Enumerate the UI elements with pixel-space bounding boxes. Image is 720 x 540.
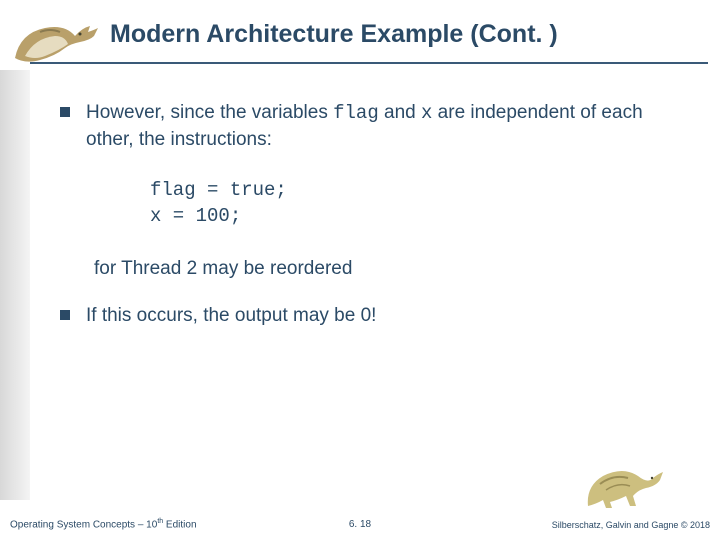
dinosaur-footer-icon xyxy=(578,456,668,516)
footer-page-number: 6. 18 xyxy=(349,519,371,530)
left-sidebar xyxy=(0,70,30,500)
bullet-item: However, since the variables flag and x … xyxy=(60,100,690,152)
continuation-text: for Thread 2 may be reordered xyxy=(94,256,690,282)
slide-title: Modern Architecture Example (Cont. ) xyxy=(110,20,558,49)
slide-footer: Operating System Concepts – 10th Edition… xyxy=(0,510,720,530)
slide-content: However, since the variables flag and x … xyxy=(60,100,690,341)
bullet-item: If this occurs, the output may be 0! xyxy=(60,303,690,329)
footer-left: Operating System Concepts – 10th Edition xyxy=(10,518,197,530)
code-inline-flag: flag xyxy=(333,102,379,124)
code-block: flag = true; x = 100; xyxy=(150,178,690,229)
bullet-text: If this occurs, the output may be 0! xyxy=(86,305,376,326)
header-rule xyxy=(30,62,708,64)
dinosaur-header-icon xyxy=(10,18,100,68)
slide-header: Modern Architecture Example (Cont. ) xyxy=(0,14,720,69)
bullet-text-pre: However, since the variables xyxy=(86,102,333,123)
code-inline-x: x xyxy=(421,102,432,124)
bullet-text-mid: and xyxy=(379,102,421,123)
footer-copyright: Silberschatz, Galvin and Gagne © 2018 xyxy=(552,520,710,530)
footer-book-title-pre: Operating System Concepts – 10 xyxy=(10,519,157,530)
footer-book-title-post: Edition xyxy=(163,519,196,530)
